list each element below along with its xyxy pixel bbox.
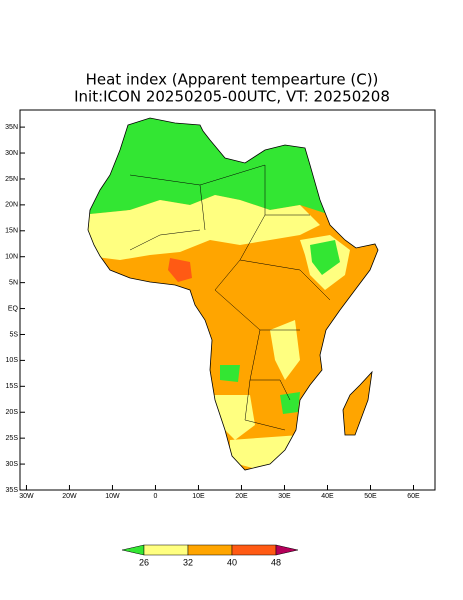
borders — [129, 164, 331, 431]
x-tick-label: 30E — [278, 493, 291, 500]
x-tick-label: 60E — [407, 493, 420, 500]
colorbar-segment — [187, 544, 233, 556]
y-tick-label: 15S — [6, 383, 19, 390]
madagascar — [342, 370, 373, 436]
y-tick-label: 35N — [5, 124, 18, 131]
colorbar-high — [275, 544, 299, 556]
africa-field — [88, 118, 378, 470]
colorbar-segment — [231, 544, 277, 556]
y-tick-label: 10N — [5, 254, 18, 261]
y-tick-label: 30N — [5, 150, 18, 157]
x-tick-label: 10E — [192, 493, 205, 500]
y-tick-label: 35S — [6, 487, 19, 494]
y-tick-label: 25N — [5, 176, 18, 183]
x-tick-label: 40E — [321, 493, 334, 500]
y-tick-label: 15N — [5, 228, 18, 235]
x-tick-label: 20E — [235, 493, 248, 500]
colorbar-label: 40 — [227, 557, 237, 567]
title: Heat index (Apparent tempearture (C)) — [86, 71, 379, 89]
y-tick-label: 25S — [6, 435, 19, 442]
x-tick-label: 20W — [62, 493, 77, 500]
map-frame — [19, 109, 436, 491]
colorbar-segment — [143, 544, 189, 556]
colorbar-label: 26 — [139, 557, 149, 567]
y-tick-label: 20N — [5, 202, 18, 209]
y-tick-label: 10S — [6, 357, 19, 364]
y-tick-label: 20S — [6, 409, 19, 416]
colorbar-label: 32 — [183, 557, 193, 567]
coastline — [87, 117, 379, 471]
x-tick-label: 0 — [154, 493, 158, 500]
subtitle: Init:ICON 20250205-00UTC, VT: 20250208 — [74, 88, 390, 106]
y-tick-label: EQ — [8, 305, 19, 312]
x-tick-label: 50E — [364, 493, 377, 500]
colorbar-label: 48 — [271, 557, 281, 567]
y-tick-label: 30S — [6, 461, 19, 468]
y-tick-label: 5S — [9, 331, 18, 338]
x-tick-label: 30W — [19, 493, 34, 500]
x-tick-label: 10W — [105, 493, 120, 500]
colorbar-low — [121, 544, 145, 556]
y-tick-label: 5N — [9, 279, 18, 286]
